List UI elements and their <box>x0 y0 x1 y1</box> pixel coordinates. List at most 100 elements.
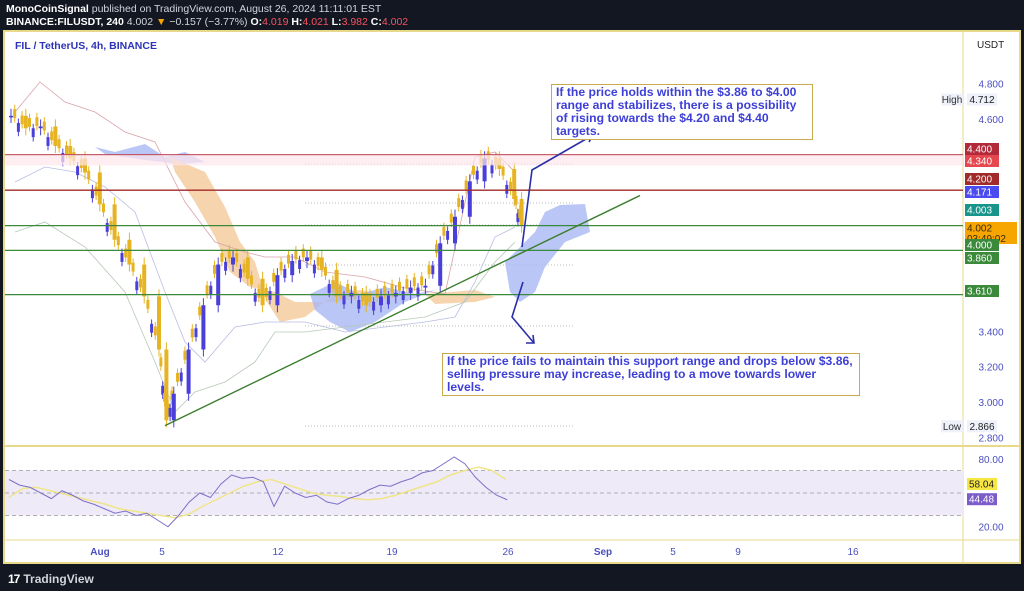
candle-body <box>460 199 464 209</box>
open-value: 4.019 <box>262 16 289 28</box>
candle-body <box>260 278 265 306</box>
price-label-bg <box>965 143 999 155</box>
candle-body <box>301 248 305 258</box>
rsi-ma-value: 58.04 <box>969 479 994 490</box>
time-tick-label: 19 <box>386 547 398 558</box>
candle-body <box>53 126 58 146</box>
candle-body <box>250 275 253 285</box>
bollinger-upper <box>14 81 516 295</box>
candle-body <box>231 257 235 265</box>
price-label: 4.340 <box>967 157 992 168</box>
candle-body <box>398 281 401 291</box>
price-label-bg <box>965 252 999 264</box>
candle-body <box>342 295 346 305</box>
candle-body <box>102 203 105 213</box>
price-label: 4.171 <box>967 188 992 199</box>
candle-body <box>35 117 39 127</box>
candle-body <box>464 180 468 190</box>
price-label: 4.200 <box>967 175 992 186</box>
price-tick-label: 4.600 <box>978 115 1003 126</box>
candle-body <box>124 248 128 258</box>
candle-body <box>361 292 364 302</box>
candle-body <box>116 236 120 246</box>
rsi-ma-line <box>8 466 507 519</box>
open-label: O: <box>250 16 263 28</box>
candle-body <box>519 199 524 226</box>
candle-body <box>245 257 250 279</box>
candle-body <box>201 305 206 350</box>
candle-body <box>268 291 272 300</box>
rsi-tick-label: 80.00 <box>978 455 1003 466</box>
extreme-tag-bg <box>941 93 963 106</box>
candle-body <box>453 216 457 244</box>
currency-label: USDT <box>977 40 1005 51</box>
candle-body <box>176 372 179 382</box>
candle-body <box>516 213 520 223</box>
price-label-bg <box>965 186 999 198</box>
candle-body <box>209 285 213 295</box>
candle-body <box>405 279 409 288</box>
candle-body <box>235 253 239 262</box>
candle-body <box>316 257 320 266</box>
price-label: 4.002 <box>967 224 992 235</box>
price-tick-label: 3.400 <box>978 327 1003 338</box>
candle-body <box>76 166 80 176</box>
candle-body <box>331 280 335 289</box>
candle-body <box>401 291 405 300</box>
price-tick-label: 3.000 <box>978 398 1003 409</box>
candle-body <box>97 172 102 205</box>
chart-frame[interactable]: 4.800 4.600 3.400 3.200 3.000 2.800 High 4.712 L… <box>3 30 1021 564</box>
candle-body <box>238 268 242 278</box>
candle-body <box>153 326 157 336</box>
candle-body <box>31 128 35 138</box>
price-label-bg <box>965 204 999 216</box>
candle-body <box>338 285 342 295</box>
candle-body <box>431 265 435 275</box>
time-tick-label: 9 <box>735 547 741 558</box>
price-label: 3.610 <box>967 287 992 298</box>
candle-body <box>501 166 505 176</box>
tradingview-logo-icon: 17 <box>8 571 20 586</box>
candle-body <box>438 243 443 286</box>
candle-body <box>423 285 428 288</box>
time-tick-label: 16 <box>847 547 859 558</box>
price-label-bg <box>965 173 999 185</box>
candle-body <box>375 288 379 298</box>
footer-bar: 17 TradingView <box>0 566 1024 591</box>
candle-body <box>309 250 313 260</box>
candle-body <box>475 170 479 180</box>
extreme-value: 4.712 <box>969 95 994 106</box>
price-label-bg <box>965 239 999 251</box>
rsi-ma-value-bg <box>967 477 997 490</box>
arrow-head-icon <box>526 334 535 344</box>
candle-body <box>216 264 221 306</box>
time-tick-label: 12 <box>272 547 284 558</box>
close-label: C: <box>370 16 382 28</box>
ichimoku-cloud-bull <box>505 204 590 302</box>
candle-body <box>383 285 387 295</box>
candle-body <box>179 372 183 382</box>
resistance-zone <box>5 154 963 166</box>
time-tick-label: Aug <box>90 547 109 558</box>
price-label: 4.400 <box>967 145 992 156</box>
candle-body <box>171 393 176 421</box>
publish-header: MonoCoinSignal published on TradingView.… <box>0 0 1024 30</box>
candle-body <box>514 195 518 205</box>
price-label-bg <box>965 222 1017 244</box>
publisher-name[interactable]: MonoCoinSignal <box>6 3 89 15</box>
brand-name[interactable]: TradingView <box>23 571 94 586</box>
candle-body <box>16 122 20 132</box>
price-tick-label: 3.200 <box>978 363 1003 374</box>
candle-body <box>420 276 424 286</box>
candle-body <box>412 277 416 287</box>
candle-body <box>28 118 31 127</box>
candle-body <box>272 272 276 282</box>
price-label: 3.860 <box>967 254 992 265</box>
chart-canvas[interactable]: 4.800 4.600 3.400 3.200 3.000 2.800 High 4.712 L… <box>5 32 1019 562</box>
candle-body <box>368 293 372 303</box>
candle-body <box>224 261 228 271</box>
candle-body <box>87 170 91 180</box>
rsi-line <box>8 456 508 528</box>
ascending-trendline <box>164 194 641 427</box>
candle-body <box>416 287 420 297</box>
